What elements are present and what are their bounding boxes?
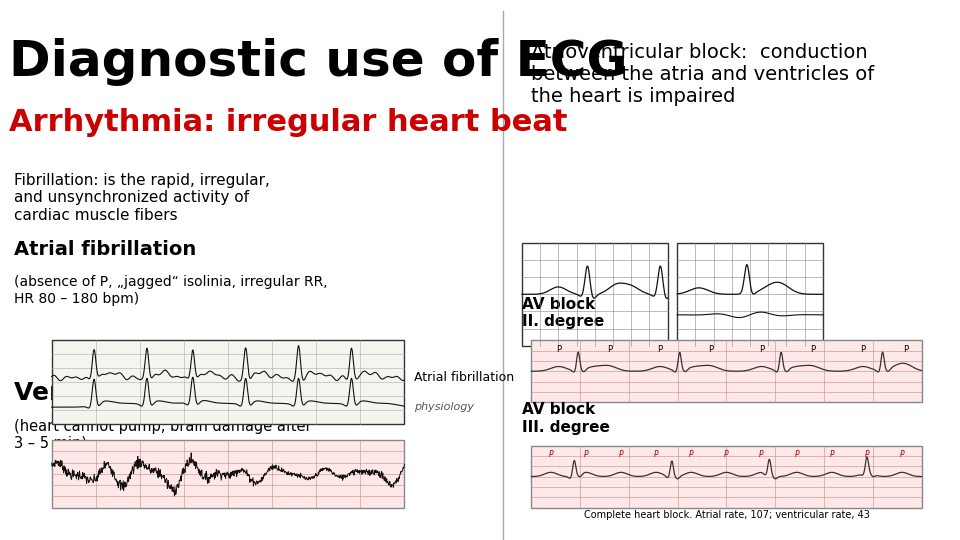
FancyBboxPatch shape (677, 243, 823, 346)
Text: P: P (759, 450, 764, 459)
Text: physiology: physiology (414, 402, 474, 412)
Text: (heart cannot pump, brain damage after
3 – 5 min): (heart cannot pump, brain damage after 3… (14, 418, 312, 451)
Text: P: P (900, 450, 904, 459)
Text: Normal complex: Normal complex (540, 375, 649, 388)
Text: P: P (556, 345, 562, 354)
Text: Arrhythmia: irregular heart beat: Arrhythmia: irregular heart beat (10, 108, 568, 137)
Text: Atrioventricular block:  conduction
between the atria and ventricles of
the hear: Atrioventricular block: conduction betwe… (531, 43, 875, 106)
Text: Diagnostic use of ECG: Diagnostic use of ECG (10, 38, 628, 86)
Text: Atrial fibrillation: Atrial fibrillation (14, 240, 197, 259)
FancyBboxPatch shape (531, 340, 922, 402)
Text: P: P (794, 450, 799, 459)
Text: P: P (903, 345, 908, 354)
FancyBboxPatch shape (52, 340, 404, 424)
Text: P: P (724, 450, 729, 459)
Text: P: P (658, 345, 662, 354)
Text: Fibrillation: is the rapid, irregular,
and unsynchronized activity of
cardiac mu: Fibrillation: is the rapid, irregular, a… (14, 173, 270, 222)
Text: P: P (860, 345, 866, 354)
Text: Complete heart block. Atrial rate, 107; ventricular rate, 43: Complete heart block. Atrial rate, 107; … (584, 510, 870, 521)
Text: P: P (865, 450, 869, 459)
Text: P: P (619, 450, 623, 459)
Text: AV block
III. degree: AV block III. degree (522, 402, 610, 435)
Text: Ventricular fibrillation: Ventricular fibrillation (14, 381, 328, 404)
Text: PR = 0.16 s: PR = 0.16 s (554, 351, 636, 364)
Text: P: P (759, 345, 764, 354)
Text: PR = 0.38 s: PR = 0.38 s (708, 351, 791, 364)
Text: P: P (689, 450, 694, 459)
FancyBboxPatch shape (52, 440, 404, 508)
Text: (absence of P, „jagged“ isolinia, irregular RR,
HR 80 – 180 bpm): (absence of P, „jagged“ isolinia, irregu… (14, 275, 327, 306)
Text: P: P (708, 345, 713, 354)
Text: P: P (548, 450, 553, 459)
Text: P: P (607, 345, 612, 354)
Text: P: P (584, 450, 588, 459)
Text: AV block I. degree: AV block I. degree (689, 375, 810, 388)
Text: P: P (809, 345, 815, 354)
Text: Atrial fibrillation: Atrial fibrillation (414, 372, 514, 384)
FancyBboxPatch shape (522, 243, 667, 346)
Text: P: P (829, 450, 834, 459)
Text: P: P (654, 450, 659, 459)
FancyBboxPatch shape (531, 446, 922, 508)
Text: AV block
II. degree: AV block II. degree (522, 297, 604, 329)
